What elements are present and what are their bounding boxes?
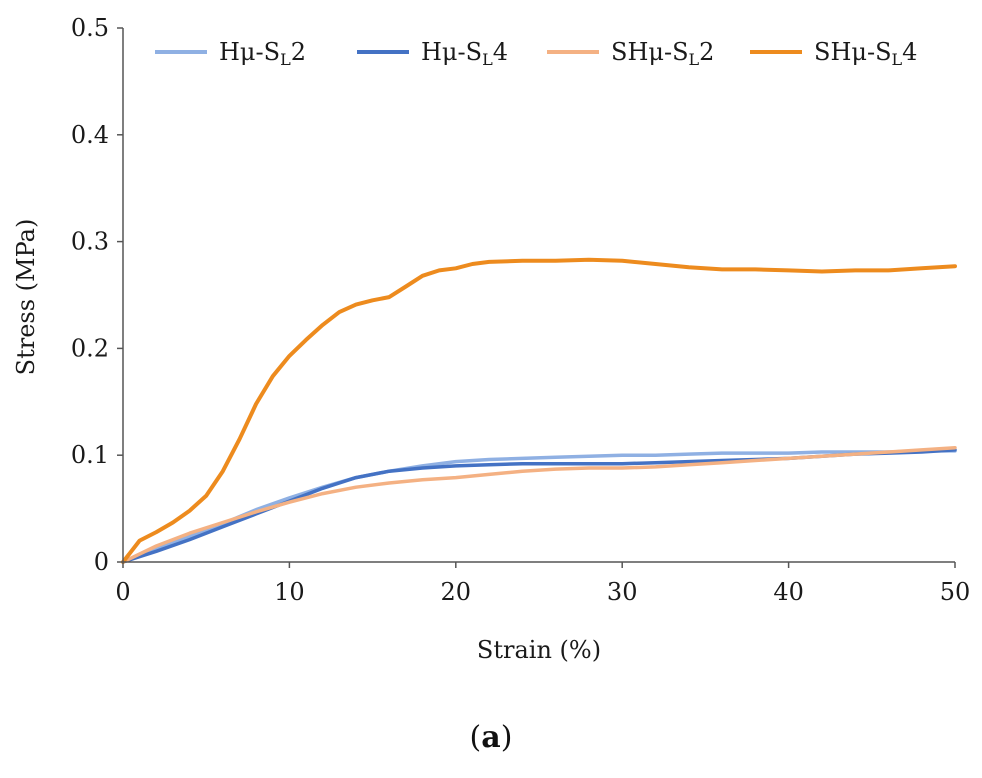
x-tick-label: 30 xyxy=(607,578,638,606)
legend-label: SHμ-SL4 xyxy=(814,38,917,69)
x-tick-label: 40 xyxy=(773,578,804,606)
y-tick-label: 0.5 xyxy=(71,14,109,42)
caption-close: ) xyxy=(500,720,513,755)
series-line-2 xyxy=(121,448,957,564)
y-tick-label: 0.4 xyxy=(71,121,109,149)
figure-caption: (a) xyxy=(0,720,982,755)
legend: Hμ-SL2 Hμ-SL4 SHμ-SL2 SHμ-SL4 xyxy=(155,38,917,69)
x-tick-label: 20 xyxy=(441,578,472,606)
y-tick-label: 0.3 xyxy=(71,228,109,256)
legend-label: SHμ-SL2 xyxy=(611,38,714,69)
caption-open: ( xyxy=(469,720,482,755)
legend-label: Hμ-SL2 xyxy=(219,38,306,69)
series-line-4 xyxy=(121,257,957,564)
series-line-3 xyxy=(121,445,957,564)
y-tick-label: 0.1 xyxy=(71,441,109,469)
y-axis-label: Stress (MPa) xyxy=(12,219,40,376)
y-tick-label: 0.2 xyxy=(71,334,109,362)
caption-letter: a xyxy=(481,720,501,755)
series-line-1 xyxy=(121,449,957,564)
y-tick-label: 0 xyxy=(94,548,109,576)
x-tick-label: 50 xyxy=(940,578,971,606)
x-tick-label: 0 xyxy=(115,578,130,606)
legend-label: Hμ-SL4 xyxy=(421,38,508,69)
x-axis-label: Strain (%) xyxy=(477,636,601,664)
stress-strain-chart: 0 0.1 0.2 0.3 0.4 0.5 0 10 20 30 40 50 Strain (%) Str… xyxy=(12,14,970,664)
series-layer xyxy=(121,257,957,564)
axes-layer: 0 0.1 0.2 0.3 0.4 0.5 0 10 20 30 40 50 Strain (%) Str… xyxy=(12,14,970,664)
x-tick-label: 10 xyxy=(274,578,305,606)
